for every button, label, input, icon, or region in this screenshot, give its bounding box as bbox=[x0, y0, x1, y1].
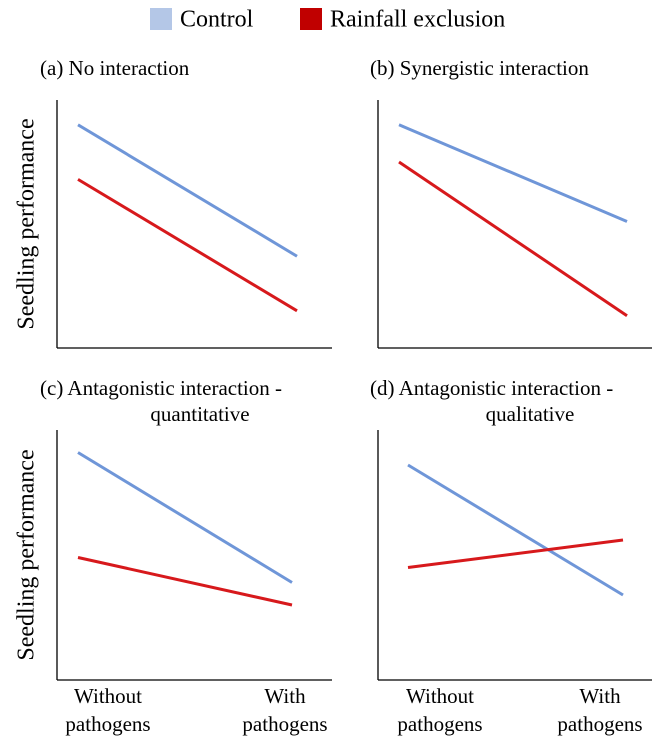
x-tick-label: With bbox=[264, 684, 306, 708]
series-line bbox=[407, 463, 624, 597]
x-tick-label: pathogens bbox=[242, 712, 327, 736]
series-line bbox=[407, 538, 624, 569]
x-tick-label: With bbox=[579, 684, 621, 708]
panel-title: qualitative bbox=[486, 402, 575, 426]
x-tick-label: pathogens bbox=[397, 712, 482, 736]
series-line bbox=[398, 160, 628, 318]
series-line bbox=[77, 178, 298, 313]
series-line bbox=[77, 556, 293, 607]
x-tick-label: Without bbox=[406, 684, 474, 708]
series-line bbox=[398, 123, 628, 223]
legend-label: Rainfall exclusion bbox=[330, 7, 505, 33]
y-axis-label: Seedling performance bbox=[14, 449, 40, 660]
panel-title: quantitative bbox=[150, 402, 249, 426]
series-line bbox=[77, 123, 298, 258]
panel-title: (c) Antagonistic interaction - bbox=[40, 376, 282, 400]
panel-title: (b) Synergistic interaction bbox=[370, 56, 589, 80]
x-tick-label: pathogens bbox=[65, 712, 150, 736]
legend-label: Control bbox=[180, 7, 254, 33]
legend-swatch bbox=[150, 8, 172, 30]
x-tick-label: pathogens bbox=[557, 712, 642, 736]
panel-title: (d) Antagonistic interaction - bbox=[370, 376, 613, 400]
series-line bbox=[77, 451, 293, 584]
y-axis-label: Seedling performance bbox=[14, 118, 40, 329]
panel-title: (a) No interaction bbox=[40, 56, 190, 80]
legend-swatch bbox=[300, 8, 322, 30]
x-tick-label: Without bbox=[74, 684, 142, 708]
